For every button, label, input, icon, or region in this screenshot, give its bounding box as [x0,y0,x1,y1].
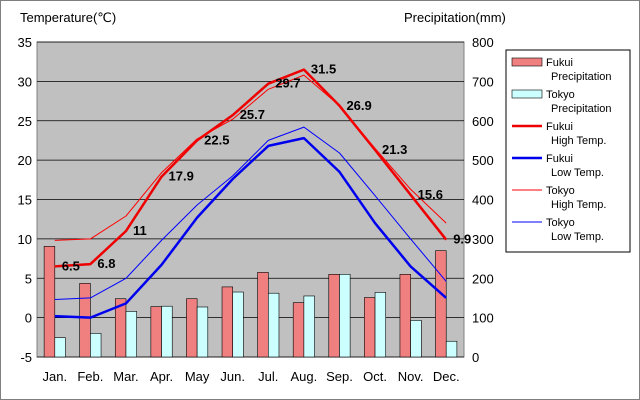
right-axis-title: Precipitation(mm) [404,10,506,25]
temp-line [54,126,447,300]
temp-line [54,74,447,241]
legend-swatch [511,57,543,67]
data-labels: 6.5 6.8 11 17.9 22.5 25.7 29.7 31.5 26.9 21.3 15.6… [62,62,471,274]
precip-bar [292,302,305,358]
right-tick-label: 300 [472,232,494,247]
right-tick-label: 0 [472,350,479,365]
x-tick-label: Nov. [398,369,424,384]
right-tick-label: 100 [472,311,494,326]
x-tick-label: Jun. [220,369,245,384]
precip-bar [399,274,411,358]
data-label: 25.7 [240,107,265,122]
legend-label: Tokyo [546,89,575,101]
x-tick-label: Jan. [43,369,68,384]
data-label: 31.5 [311,62,336,77]
x-tick-label: Jul. [258,369,278,384]
precipitation-bars [43,246,458,358]
legend-label: Precipitation [551,71,612,83]
precip-bar [54,337,66,358]
data-label: 17.9 [169,169,194,184]
data-label: 22.5 [204,132,229,147]
precip-bar [150,306,162,358]
legend-swatch [511,89,543,99]
legend-label: High Temp. [551,135,606,147]
legend-label: Tokyo [546,217,575,229]
precip-bar [90,333,102,358]
legend-box [505,49,631,253]
left-tick-label: 35 [18,35,32,50]
temperature-lines [54,68,448,319]
temp-line [54,136,448,319]
precip-bar [257,272,269,358]
data-label: 9.9 [453,232,471,247]
precip-bar [232,291,244,358]
right-tick-label: 500 [472,153,494,168]
precip-bar [186,298,198,358]
data-label: 29.7 [275,76,300,91]
legend-label: Fukui [546,57,573,69]
x-tick-label: Dec. [433,369,460,384]
legend-label: Fukui [546,121,573,133]
precip-bar [410,320,422,358]
x-axis-ticks: Jan. Feb. Mar. Apr. May Jun. Jul. Aug. Sep. Oct. N… [43,369,460,384]
precip-bar [328,274,340,358]
temp-line [54,68,448,268]
left-axis-title: Temperature(℃) [20,10,116,25]
data-label: 21.3 [382,142,407,157]
left-tick-label: 15 [18,193,32,208]
left-tick-label: 10 [18,232,32,247]
legend-label: Low Temp. [551,231,604,243]
precip-bar [125,311,137,358]
left-tick-label: 25 [18,114,32,129]
x-tick-label: Mar. [113,369,138,384]
x-tick-label: Aug. [291,369,318,384]
precip-bar [303,295,315,358]
left-tick-label: -5 [20,350,32,365]
x-tick-label: May [185,369,210,384]
precip-bar [445,340,458,358]
legend-label: High Temp. [551,199,606,211]
legend-label: Precipitation [551,103,612,115]
left-tick-label: 5 [25,271,32,286]
legend: Fukui Precipitation Tokyo Precipitation Fuku… [505,49,631,253]
legend-label: Fukui [546,153,573,165]
precip-bar [267,292,280,358]
precip-bar [435,250,447,358]
data-label: 15.6 [418,187,443,202]
precip-bar [79,283,91,358]
x-tick-label: Apr. [150,369,173,384]
x-tick-label: Oct. [363,369,387,384]
right-tick-label: 400 [472,193,494,208]
right-tick-label: 800 [472,35,494,50]
precip-bar [339,274,351,358]
x-tick-label: Feb. [77,369,103,384]
left-tick-label: 20 [18,153,32,168]
data-label: 11 [133,223,147,238]
precip-bar [43,246,56,358]
left-axis-ticks: 35 30 25 20 15 10 5 0 -5 [18,35,32,365]
precip-bar [161,305,173,358]
precip-bar [364,297,376,358]
x-tick-label: Sep. [326,369,353,384]
legend-label: Tokyo [546,185,575,197]
right-tick-label: 700 [472,74,494,89]
right-tick-label: 600 [472,114,494,129]
gridlines [37,41,464,358]
precip-bar [196,306,209,358]
data-label: 6.8 [97,256,115,271]
left-tick-label: 0 [25,311,32,326]
data-label: 6.5 [62,258,80,273]
legend-label: Low Temp. [551,167,604,179]
data-label: 26.9 [346,98,371,113]
right-tick-label: 200 [472,271,494,286]
left-tick-label: 30 [18,74,32,89]
right-axis-ticks: 800 700 600 500 400 300 200 100 0 [472,35,494,365]
precip-bar [221,286,234,358]
precip-bar [374,292,387,358]
